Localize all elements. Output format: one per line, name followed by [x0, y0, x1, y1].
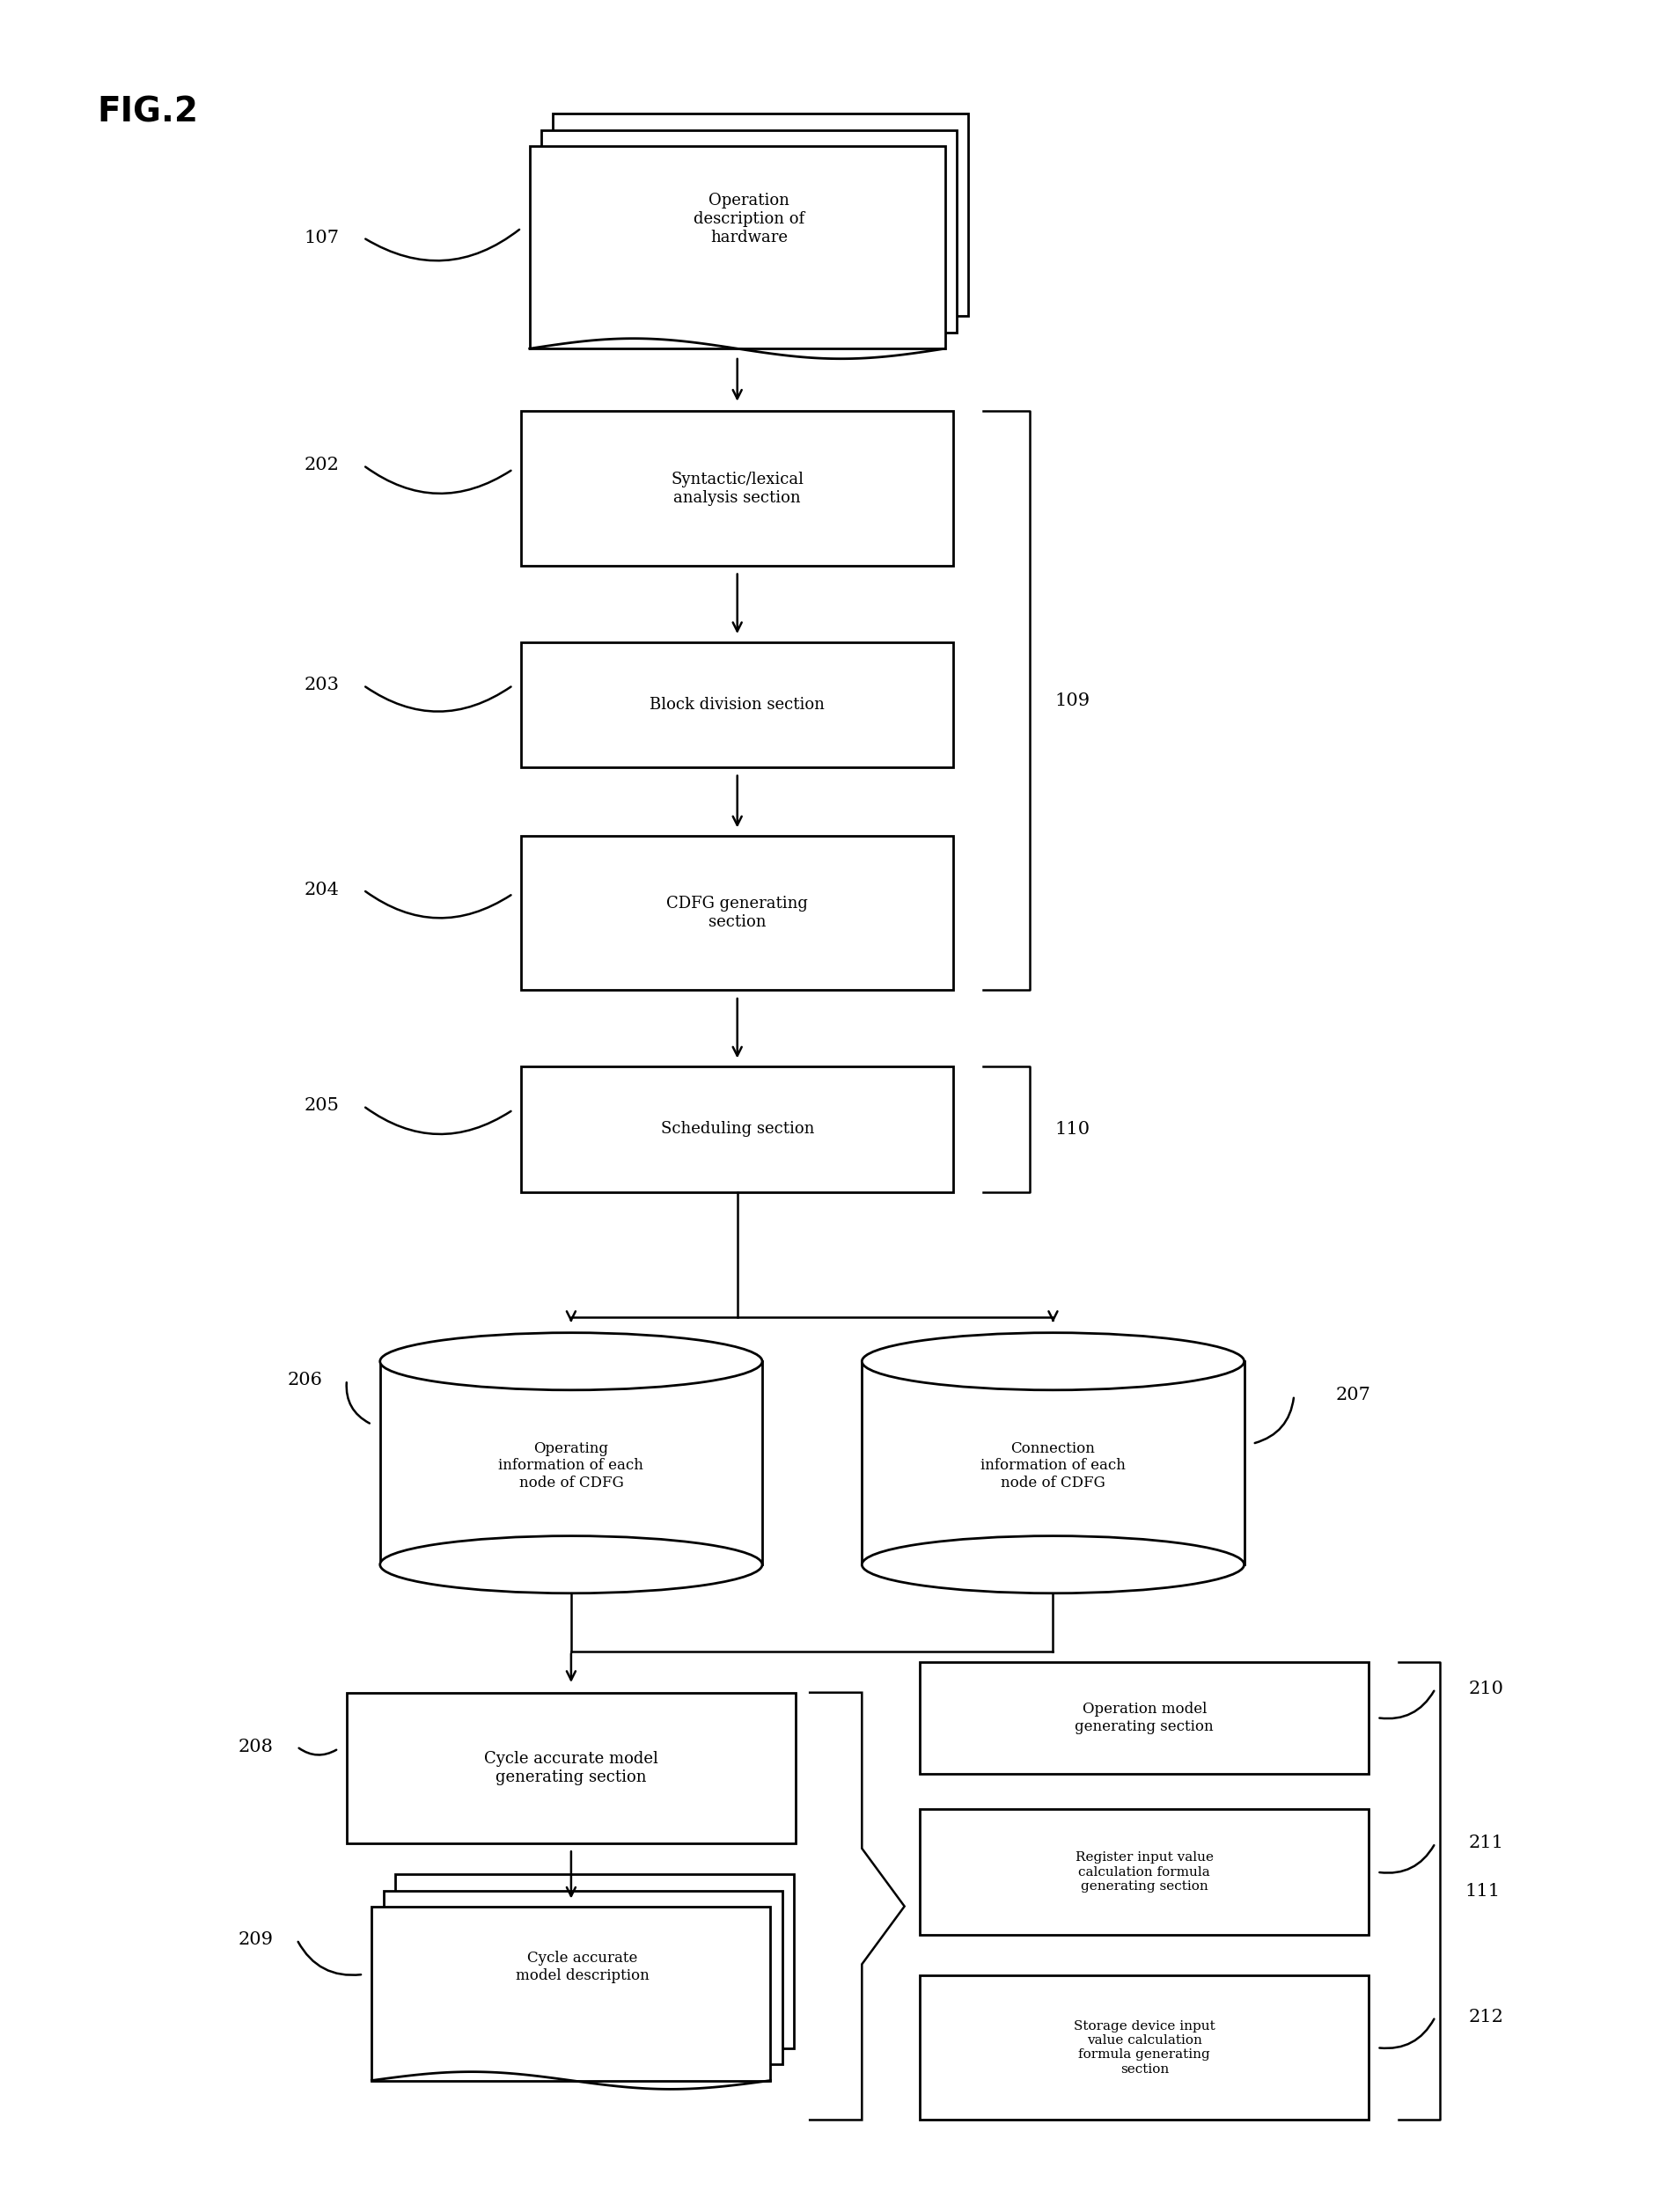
Text: Syntactic/lexical
analysis section: Syntactic/lexical analysis section — [671, 471, 804, 507]
Text: Cycle accurate
model description: Cycle accurate model description — [516, 1951, 650, 1984]
FancyBboxPatch shape — [862, 1360, 1244, 1564]
Text: Operation model
generating section: Operation model generating section — [1075, 1701, 1214, 1734]
Text: 111: 111 — [1465, 1882, 1500, 1900]
Text: 107: 107 — [305, 230, 340, 246]
Text: 202: 202 — [305, 458, 340, 473]
FancyBboxPatch shape — [521, 411, 953, 566]
Ellipse shape — [862, 1334, 1244, 1389]
FancyBboxPatch shape — [921, 1975, 1369, 2119]
FancyBboxPatch shape — [347, 1692, 795, 1843]
Ellipse shape — [380, 1535, 762, 1593]
Text: Block division section: Block division section — [650, 697, 825, 712]
Text: Register input value
calculation formula
generating section: Register input value calculation formula… — [1075, 1851, 1214, 1893]
Text: 110: 110 — [1055, 1121, 1090, 1137]
Ellipse shape — [862, 1535, 1244, 1593]
Text: 204: 204 — [305, 883, 340, 898]
Text: 206: 206 — [288, 1371, 323, 1389]
FancyBboxPatch shape — [380, 1360, 762, 1564]
Text: Operating
information of each
node of CDFG: Operating information of each node of CD… — [499, 1442, 644, 1491]
Text: 212: 212 — [1468, 2008, 1503, 2026]
FancyBboxPatch shape — [529, 146, 946, 349]
Text: CDFG generating
section: CDFG generating section — [666, 896, 809, 929]
FancyBboxPatch shape — [921, 1661, 1369, 1774]
Text: Scheduling section: Scheduling section — [661, 1121, 814, 1137]
Text: FIG.2: FIG.2 — [97, 95, 199, 128]
FancyBboxPatch shape — [552, 113, 968, 316]
Text: Cycle accurate model
generating section: Cycle accurate model generating section — [484, 1750, 658, 1785]
Text: 209: 209 — [238, 1931, 273, 1949]
Text: 205: 205 — [305, 1097, 340, 1115]
FancyBboxPatch shape — [521, 836, 953, 991]
Text: 211: 211 — [1468, 1834, 1503, 1851]
FancyBboxPatch shape — [395, 1874, 793, 2048]
Text: 109: 109 — [1055, 692, 1090, 710]
Text: Connection
information of each
node of CDFG: Connection information of each node of C… — [981, 1442, 1125, 1491]
Text: Operation
description of
hardware: Operation description of hardware — [693, 192, 805, 246]
FancyBboxPatch shape — [521, 641, 953, 768]
FancyBboxPatch shape — [541, 131, 956, 332]
FancyBboxPatch shape — [521, 1066, 953, 1192]
Text: 210: 210 — [1468, 1681, 1503, 1697]
Ellipse shape — [380, 1334, 762, 1389]
Text: 203: 203 — [305, 677, 340, 695]
FancyBboxPatch shape — [383, 1891, 782, 2064]
FancyBboxPatch shape — [372, 1907, 770, 2081]
FancyBboxPatch shape — [921, 1809, 1369, 1936]
Text: Storage device input
value calculation
formula generating
section: Storage device input value calculation f… — [1073, 2020, 1215, 2075]
Text: 207: 207 — [1336, 1387, 1371, 1405]
Text: 208: 208 — [238, 1739, 273, 1754]
